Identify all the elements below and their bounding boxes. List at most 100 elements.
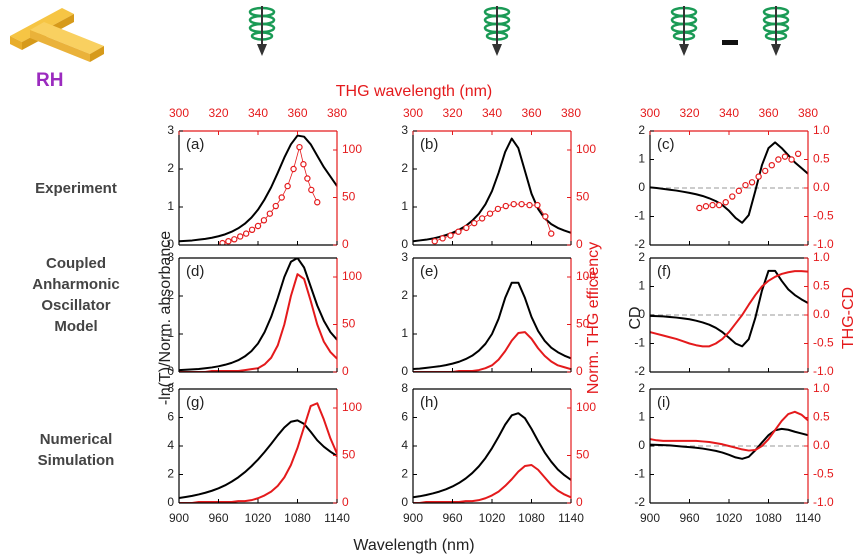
y-tick-label: 2 [401,161,408,175]
row-label: Experiment [35,180,117,197]
y-tick-label: 3 [401,250,408,264]
x-tick-label: 1080 [284,511,311,525]
y2-tick-label: 100 [342,142,362,156]
data-point [548,230,555,237]
data-point [518,200,525,208]
data-point [225,237,232,245]
series-line [434,203,552,242]
data-point [219,239,226,245]
y2-tick-label: 0 [576,364,583,378]
panel-label: (e) [420,263,438,280]
x2-tick-label: 300 [169,106,189,120]
x2-tick-label: 360 [287,106,307,120]
data-point [696,204,703,212]
x2-tick-label: 360 [758,106,778,120]
row-label: Coupled Anharmonic Oscillator Model [32,255,120,335]
panel: 0 1 2 3 0 50 100 300 320 340 360 380 (a) [167,106,362,251]
y2-tick-label: 100 [342,400,362,414]
y-tick-label: 4 [401,438,408,452]
y-tick-label: -1 [634,336,645,350]
series-line [650,270,808,348]
y-tick-label: 2 [167,288,174,302]
plot-area [650,410,808,460]
x-tick-label: 960 [679,511,699,525]
y-tick-label: -1 [634,467,645,481]
y2-tick-label: 50 [576,190,590,204]
y-tick-label: 8 [167,381,174,395]
y-tick-label: 2 [638,250,645,264]
y-tick-label: 8 [401,381,408,395]
y-tick-label: 6 [401,410,408,424]
y-tick-label: 0 [401,237,408,251]
helix-icon [762,4,790,58]
x2-tick-label: 300 [640,106,660,120]
y-tick-label: 2 [167,467,174,481]
y-tick-label: 1 [401,199,408,213]
data-point [231,236,238,243]
data-point [290,165,297,173]
y2-tick-label: 100 [576,269,596,283]
y2-tick-label: -0.5 [813,209,834,223]
minus-sign [722,40,738,45]
series-line [650,269,808,348]
y2-tick-label: 0.0 [813,307,830,321]
x-tick-label: 900 [403,511,423,525]
y-tick-label: 1 [638,152,645,166]
y2-tick-label: 0.5 [813,410,830,424]
y-tick-label: 2 [401,288,408,302]
panel-label: (a) [186,136,204,153]
plot-area [650,141,808,224]
y2-tick-label: 0 [576,237,583,251]
x-tick-label: 960 [442,511,462,525]
data-point [526,201,533,209]
data-point [284,182,291,190]
y2-tick-label: 0.5 [813,152,830,166]
series-line [650,410,808,452]
plot-area [179,402,337,503]
y2-tick-label: 0.0 [813,180,830,194]
y-tick-label: 0 [401,495,408,509]
y-tick-label: 1 [401,326,408,340]
series-line [413,331,571,372]
y2-tick-label: 50 [576,317,590,331]
data-point [455,228,462,235]
data-point [478,215,486,222]
data-point [254,222,262,230]
data-point [781,153,789,160]
panel: 0 1 2 3 0 50 100 (e) [401,250,596,378]
data-point [768,161,775,169]
data-point [296,143,303,151]
data-point [715,201,723,209]
panel-label: (c) [657,136,675,153]
y-tick-label: 0 [401,364,408,378]
data-point [242,230,250,237]
y-tick-label: 3 [167,250,174,264]
panel-label: (h) [420,394,438,411]
x2-tick-label: 340 [719,106,739,120]
panel: 0 2 4 6 8 0 50 100 900 960 1020 1080 1140 (g) [167,381,362,525]
data-point [266,210,274,217]
y-tick-label: 0 [638,438,645,452]
data-point [486,210,494,217]
series-line [650,427,808,460]
y-tick-label: 1 [638,279,645,293]
panel-label: (f) [657,263,671,280]
y2-tick-label: 0 [342,364,349,378]
data-point [735,187,743,195]
data-point [755,173,762,180]
data-point [709,201,716,209]
y2-tick-label: 50 [342,317,356,331]
data-point [308,186,315,194]
data-point [314,199,321,206]
data-point [794,150,802,157]
data-point [304,175,311,182]
x-axis-title: Wavelength (nm) [353,537,474,554]
series-line [179,419,337,499]
panel-label: (g) [186,394,204,411]
data-point [542,213,549,220]
panel-label: (b) [420,136,438,153]
panel: -2 -1 0 1 2 -1.0 -0.5 0.0 0.5 1.0 300 320 340 360 380 (… [634,106,834,251]
data-point [742,181,749,189]
data-point [463,224,470,232]
x-tick-label: 1140 [795,511,821,525]
